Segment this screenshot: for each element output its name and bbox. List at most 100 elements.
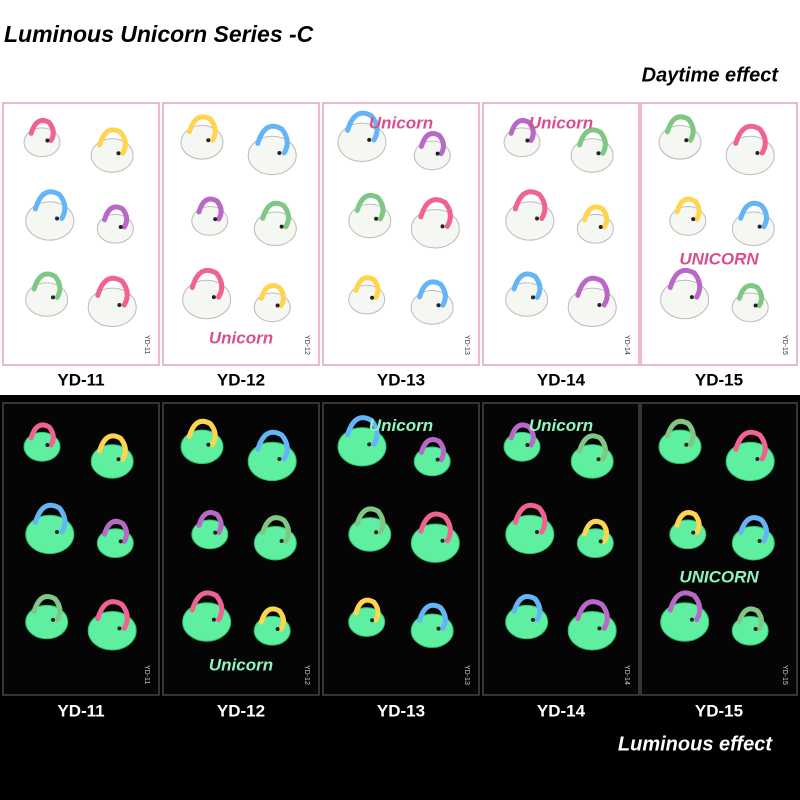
unicorn-eye [757, 224, 762, 229]
unicorn-eye [374, 216, 379, 221]
unicorn-mane [582, 204, 610, 230]
unicorn-mane [31, 594, 63, 623]
unicorn-eye [370, 295, 375, 300]
unicorn-body [567, 611, 617, 651]
unicorn-mane [189, 267, 225, 300]
sheet-code-small: YD-14 [623, 665, 630, 685]
unicorn-body [247, 441, 297, 482]
sheet-code-small: YD-14 [623, 335, 630, 355]
sheet-code-small: YD-12 [303, 335, 310, 355]
sheet-code-small: YD-11 [143, 335, 150, 354]
unicorn-eye [117, 302, 122, 307]
unicorn-mane [196, 510, 224, 536]
unicorn-mane [258, 283, 286, 309]
unicorn-eye [596, 457, 601, 462]
unicorn-mane [345, 415, 380, 447]
unicorn-eye [367, 442, 372, 447]
unicorn-mane [674, 196, 702, 222]
unicorn-mane [260, 200, 291, 230]
unicorn-eye [118, 224, 123, 229]
unicorn-body [247, 135, 297, 176]
unicorn-mane [582, 518, 610, 544]
unicorn-eye [277, 457, 282, 461]
unicorn-eye [755, 457, 760, 461]
sheet-code-label: YD-14 [537, 370, 586, 389]
unicorn-mane [664, 418, 696, 448]
unicorn-eye [597, 302, 602, 307]
unicorn-mane [418, 131, 446, 157]
unicorn-eye [50, 617, 55, 622]
unicorn-mane [186, 114, 218, 143]
unicorn-mane [674, 510, 702, 536]
sheet-code-small: YD-12 [303, 665, 310, 685]
unicorn-mane [733, 123, 768, 156]
sheet-code-small: YD-13 [463, 335, 470, 355]
unicorn-mane [95, 275, 130, 308]
unicorn-eye [753, 303, 758, 308]
unicorn-body [660, 602, 710, 642]
unicorn-mane [512, 502, 548, 535]
unicorn-mane [667, 590, 703, 623]
unicorn-mane [738, 200, 769, 230]
unicorn-eye [435, 151, 440, 156]
sheet-code-label: YD-13 [377, 701, 425, 720]
unicorn-eye [684, 442, 689, 447]
unicorn-eye [277, 151, 282, 155]
sheet-art-text: Unicorn [529, 416, 593, 435]
unicorn-eye [598, 224, 603, 229]
unicorn-eye [525, 138, 530, 143]
unicorn-mane [97, 433, 128, 462]
sheet-code-label: YD-11 [57, 701, 104, 720]
sheet-code-label: YD-12 [217, 701, 265, 720]
unicorn-eye [535, 216, 539, 221]
sheet-code-label: YD-13 [377, 370, 425, 389]
daytime-label: Daytime effect [642, 64, 780, 86]
unicorn-body [505, 514, 555, 555]
unicorn-body [725, 135, 775, 176]
unicorn-eye [275, 626, 280, 631]
unicorn-mane [32, 189, 68, 221]
unicorn-eye [440, 224, 445, 229]
unicorn-eye [689, 295, 694, 300]
sheet-code-label: YD-15 [695, 370, 743, 389]
unicorn-eye [206, 138, 211, 143]
unicorn-body [337, 427, 387, 467]
unicorn-mane [189, 590, 225, 623]
unicorn-body [25, 514, 75, 555]
unicorn-eye [753, 626, 758, 631]
unicorn-eye [279, 539, 284, 544]
sheet-code-label: YD-15 [695, 701, 743, 720]
unicorn-eye [535, 530, 539, 534]
unicorn-eye [116, 151, 121, 156]
unicorn-mane [575, 599, 610, 631]
unicorn-mane [664, 114, 696, 143]
unicorn-body [87, 287, 137, 328]
unicorn-eye [691, 530, 696, 535]
unicorn-eye [116, 457, 121, 462]
unicorn-eye [275, 303, 280, 308]
unicorn-mane [31, 271, 63, 300]
unicorn-mane [418, 437, 446, 463]
unicorn-eye [370, 618, 375, 623]
unicorn-mane [511, 594, 543, 623]
unicorn-eye [374, 530, 379, 535]
unicorn-mane [353, 597, 381, 623]
sheet-code-small: YD-15 [781, 665, 788, 685]
unicorn-body [660, 279, 710, 320]
unicorn-mane [255, 123, 290, 156]
unicorn-eye [525, 443, 530, 447]
unicorn-mane [102, 204, 130, 230]
sheet-art-text: Unicorn [369, 416, 433, 435]
sheet-code-label: YD-11 [57, 370, 104, 389]
unicorn-mane [512, 189, 548, 221]
unicorn-mane [196, 196, 224, 222]
sheet-code-label: YD-14 [537, 701, 586, 720]
unicorn-mane [95, 599, 130, 631]
unicorn-mane [354, 506, 386, 535]
unicorn-mane [577, 127, 608, 156]
unicorn-eye [50, 295, 55, 300]
unicorn-mane [345, 110, 380, 143]
unicorn-eye [689, 617, 694, 622]
unicorn-eye [755, 151, 760, 155]
